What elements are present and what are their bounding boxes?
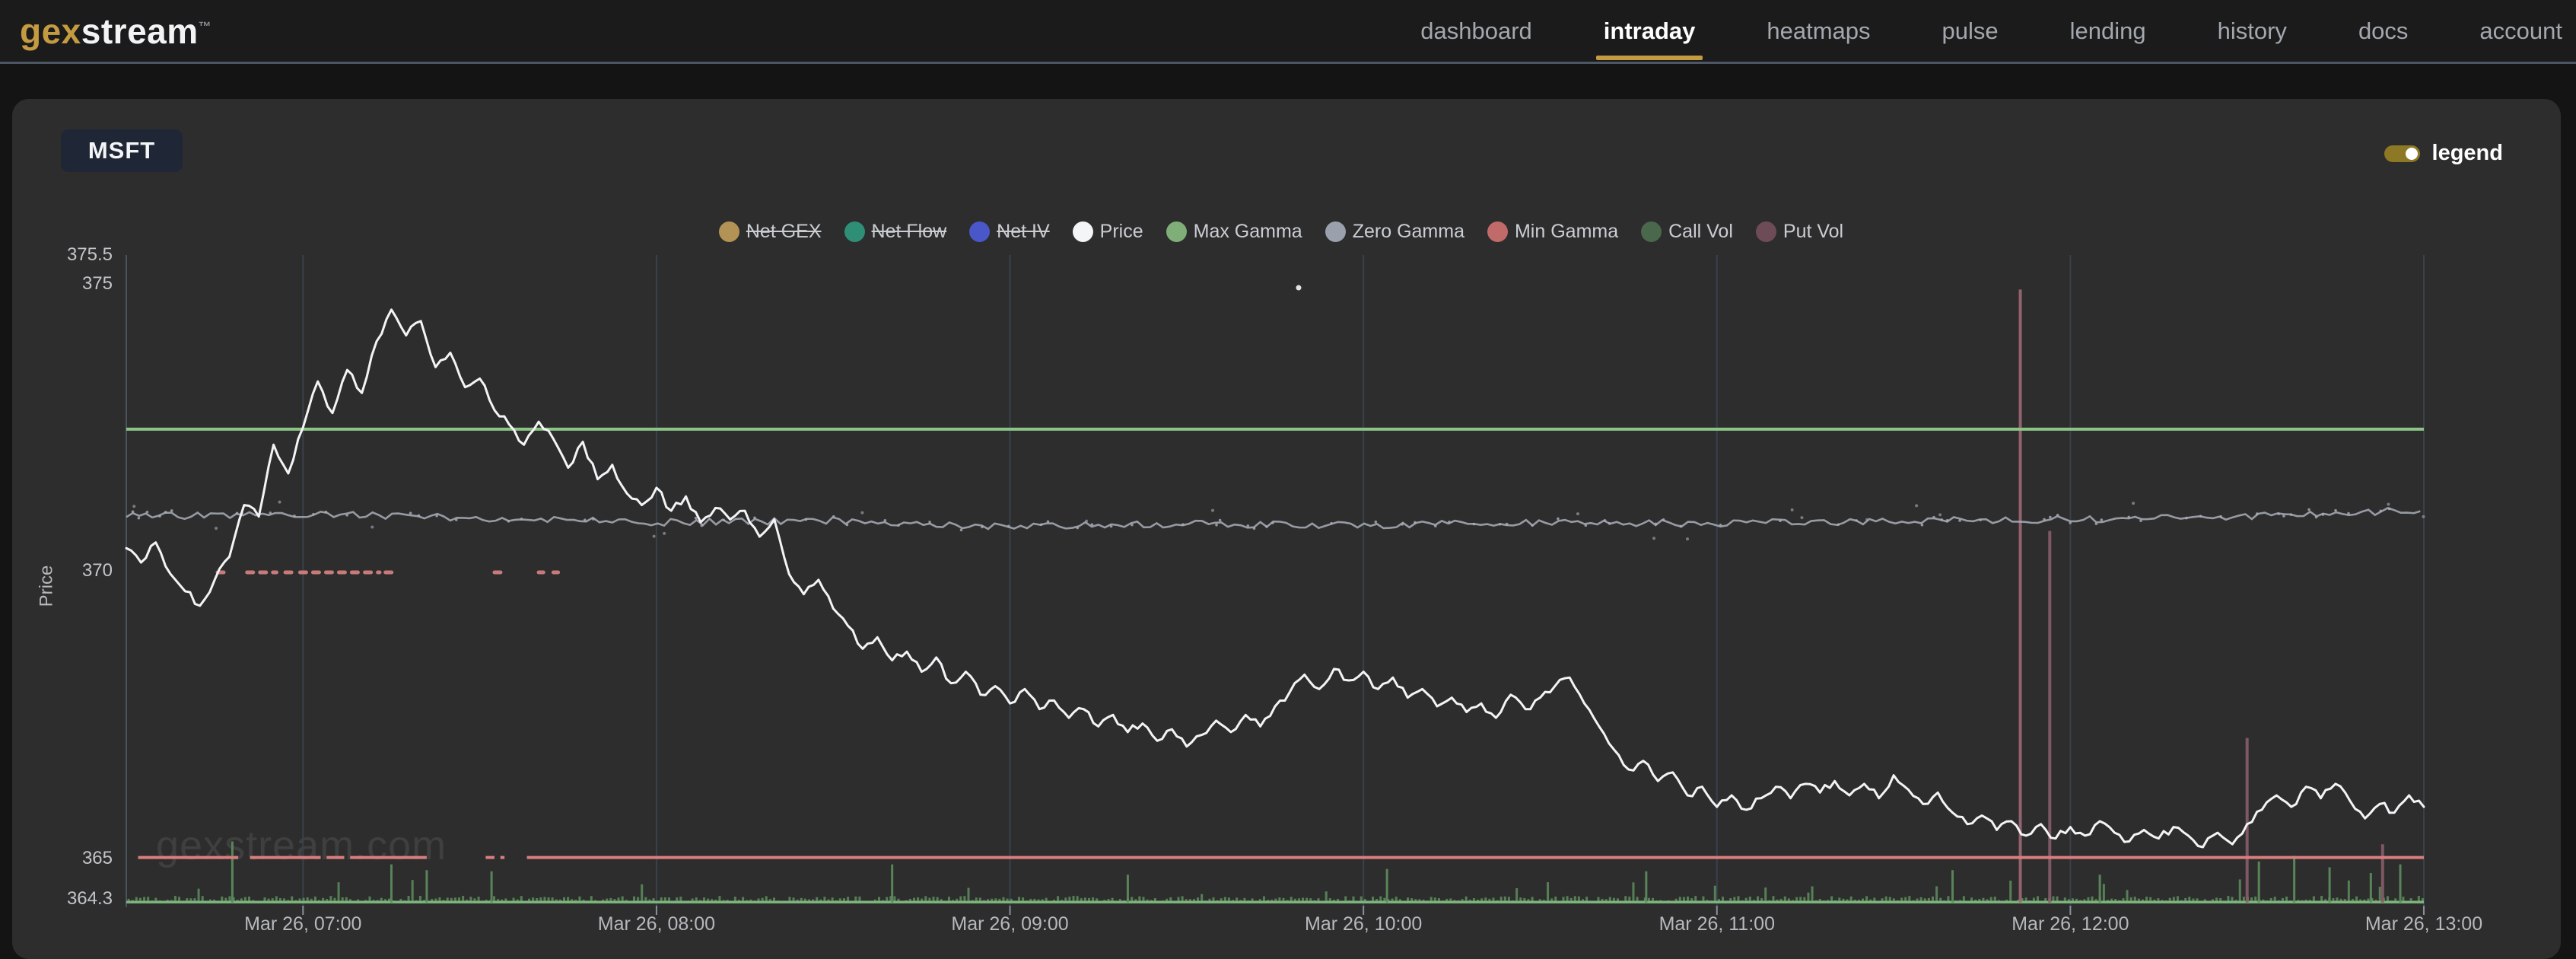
- y-tick-label: 370: [0, 560, 113, 581]
- legend-item-label: Net IV: [997, 221, 1049, 243]
- x-tick-label: Mar 26, 08:00: [573, 913, 740, 935]
- nav-item-lending[interactable]: lending: [2070, 0, 2146, 62]
- net-flow-dot-icon: [844, 221, 865, 242]
- nav-item-account[interactable]: account: [2479, 0, 2562, 62]
- y-tick-label: 364.3: [0, 888, 113, 910]
- brand-logo[interactable]: gexstream™: [20, 11, 211, 52]
- legend-item-max-gamma[interactable]: Max Gamma: [1166, 221, 1302, 243]
- legend-item-label: Max Gamma: [1194, 221, 1302, 243]
- y-tick-label: 375: [0, 273, 113, 295]
- nav-item-docs[interactable]: docs: [2358, 0, 2408, 62]
- net-iv-dot-icon: [969, 221, 990, 242]
- legend-item-label: Zero Gamma: [1353, 221, 1465, 243]
- price-dot-icon: [1073, 221, 1093, 242]
- top-nav-bar: gexstream™ dashboard intraday heatmaps p…: [0, 0, 2576, 64]
- max-gamma-dot-icon: [1166, 221, 1187, 242]
- y-tick-label: 375.5: [0, 244, 113, 266]
- nav-item-intraday[interactable]: intraday: [1604, 0, 1696, 62]
- legend-toggle-label: legend: [2432, 141, 2503, 166]
- nav-item-history[interactable]: history: [2218, 0, 2287, 62]
- legend-item-label: Call Vol: [1668, 221, 1733, 243]
- x-tick-label: Mar 26, 10:00: [1280, 913, 1447, 935]
- x-tick-label: Mar 26, 09:00: [927, 913, 1094, 935]
- main-nav: dashboard intraday heatmaps pulse lendin…: [1420, 0, 2562, 62]
- legend-item-net-gex[interactable]: Net GEX: [719, 221, 822, 243]
- legend-item-net-iv[interactable]: Net IV: [969, 221, 1049, 243]
- brand-logo-white: stream: [81, 11, 199, 51]
- call-vol-dot-icon: [1641, 221, 1662, 242]
- x-tick-label: Mar 26, 13:00: [2340, 913, 2508, 935]
- brand-logo-gold: gex: [20, 11, 81, 51]
- put-vol-dot-icon: [1756, 221, 1776, 242]
- legend-item-label: Put Vol: [1783, 221, 1843, 243]
- x-tick-label: Mar 26, 11:00: [1633, 913, 1801, 935]
- nav-item-dashboard[interactable]: dashboard: [1420, 0, 1532, 62]
- legend-item-label: Price: [1100, 221, 1143, 243]
- legend-toggle-track-icon[interactable]: [2384, 145, 2420, 162]
- legend-item-label: Min Gamma: [1515, 221, 1618, 243]
- x-tick-label: Mar 26, 07:00: [219, 913, 386, 935]
- nav-item-heatmaps[interactable]: heatmaps: [1767, 0, 1870, 62]
- y-tick-label: 365: [0, 848, 113, 869]
- legend-item-call-vol[interactable]: Call Vol: [1641, 221, 1733, 243]
- min-gamma-dot-icon: [1487, 221, 1508, 242]
- legend-toggle-knob-icon: [2406, 148, 2418, 160]
- nav-item-pulse[interactable]: pulse: [1942, 0, 1999, 62]
- watermark: gexstream.com: [156, 822, 447, 869]
- zero-gamma-dot-icon: [1325, 221, 1346, 242]
- legend-item-label: Net Flow: [872, 221, 947, 243]
- net-gex-dot-icon: [719, 221, 739, 242]
- symbol-pill[interactable]: MSFT: [61, 129, 183, 172]
- legend-item-zero-gamma[interactable]: Zero Gamma: [1325, 221, 1465, 243]
- legend-item-label: Net GEX: [746, 221, 822, 243]
- chart-legend: Net GEX Net Flow Net IV Price Max Gamma …: [126, 221, 2436, 243]
- x-tick-label: Mar 26, 12:00: [1986, 913, 2154, 935]
- legend-item-put-vol[interactable]: Put Vol: [1756, 221, 1843, 243]
- legend-toggle[interactable]: legend: [2384, 141, 2503, 166]
- brand-trademark: ™: [199, 20, 212, 34]
- legend-item-price[interactable]: Price: [1073, 221, 1143, 243]
- legend-item-min-gamma[interactable]: Min Gamma: [1487, 221, 1618, 243]
- legend-item-net-flow[interactable]: Net Flow: [844, 221, 947, 243]
